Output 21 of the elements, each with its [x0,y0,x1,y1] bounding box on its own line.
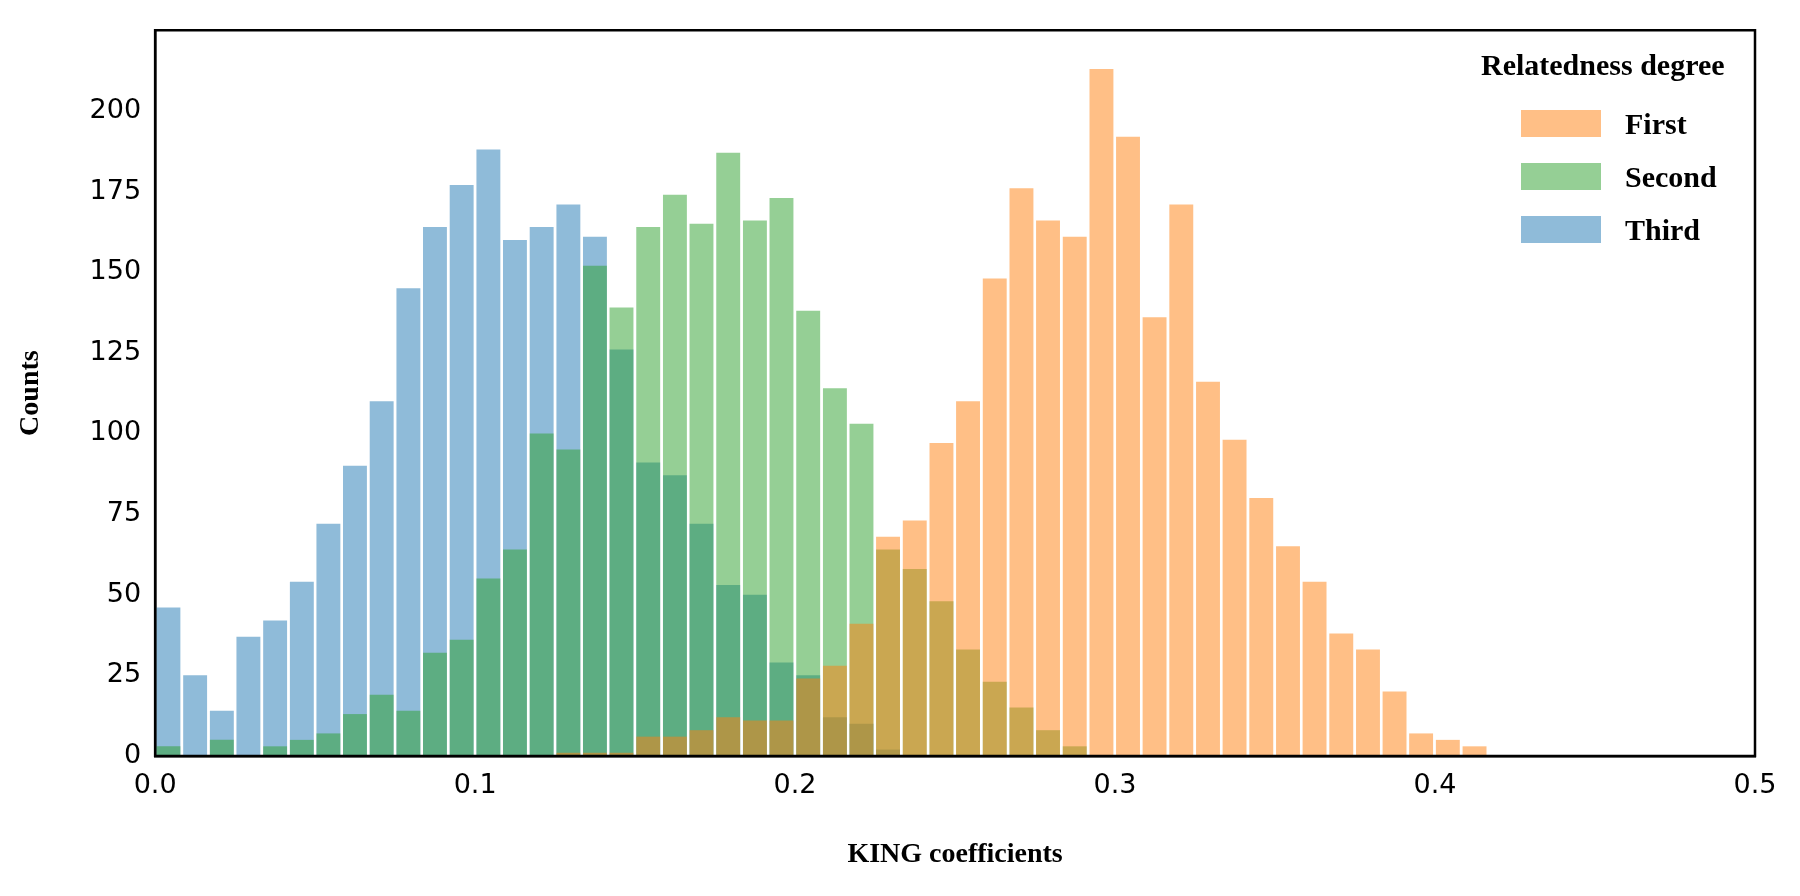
x-tick-label: 0.3 [1093,768,1137,800]
x-tick-label: 0.4 [1413,768,1457,800]
y-tick-label: 150 [89,254,142,286]
y-tick-label: 175 [89,173,142,205]
legend-label: Second [1625,160,1717,194]
y-tick-label: 125 [89,334,142,366]
y-tick-label: 0 [123,738,142,770]
legend-title: Relatedness degree [1481,48,1725,82]
y-tick-label: 50 [106,576,142,608]
y-tick-label: 25 [106,657,142,689]
x-tick-label: 0.5 [1733,768,1777,800]
x-axis-title: KING coefficients [847,837,1063,869]
y-tick-label: 100 [89,415,142,447]
y-axis-title: Counts [13,350,45,436]
legend-label: First [1625,107,1687,141]
y-tick-label: 200 [89,92,142,124]
x-tick-label: 0.1 [453,768,497,800]
legend-label: Third [1625,213,1701,247]
y-tick-label: 75 [106,496,142,528]
x-tick-label: 0.2 [773,768,817,800]
x-tick-label: 0.0 [133,768,177,800]
